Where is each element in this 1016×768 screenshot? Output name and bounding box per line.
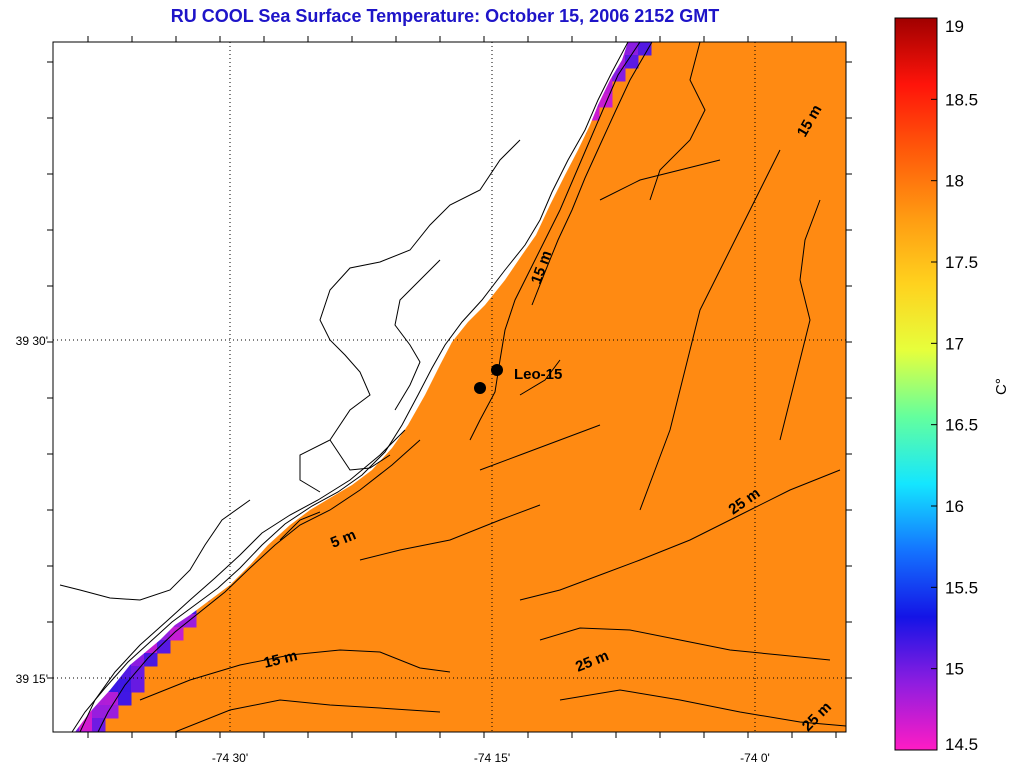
station-marker (474, 382, 486, 394)
station-marker (491, 364, 503, 376)
colorbar-tick-label: 16 (945, 497, 964, 516)
sst-cell (625, 55, 639, 69)
sst-cell (638, 42, 652, 56)
colorbar-tick-label: 18.5 (945, 90, 978, 109)
sst-cell (92, 705, 106, 719)
sst-cell (53, 731, 67, 732)
colorbar-tick-label: 19 (945, 17, 964, 36)
station-label: Leo-15 (514, 366, 562, 383)
map-frame (52, 41, 847, 733)
y-tick-label: 39 15' (16, 672, 48, 686)
colorbar-tick-label: 15 (945, 660, 964, 679)
sst-cell (170, 627, 184, 641)
colorbar-ticks: 19 18.5 18 17.5 17 16.5 16 15.5 15 14.5 (931, 17, 978, 754)
sst-cell (131, 679, 145, 693)
station-leo-15[interactable]: Leo-15 (474, 364, 562, 394)
sst-cell (79, 731, 93, 732)
sst-cell (144, 653, 158, 667)
sst-cell (157, 640, 171, 654)
sst-cell (105, 692, 119, 706)
colorbar-tick-label: 18 (945, 172, 964, 191)
colorbar-tick-label: 14.5 (945, 735, 978, 754)
x-tick-label: -74 30' (212, 751, 248, 765)
sst-cell (105, 705, 119, 719)
colorbar-tick-label: 15.5 (945, 578, 978, 597)
sst-cell (92, 718, 106, 732)
axis-labels: -74 30' -74 15' -74 0' 39 30' 39 15' (16, 334, 770, 765)
sst-cell (131, 666, 145, 680)
coastline-details (59, 42, 629, 732)
map-area: 5 m 15 m 15 m 15 m 25 m 25 m 25 m Leo-15 (53, 42, 846, 732)
x-tick-label: -74 15' (474, 751, 510, 765)
sst-cell (66, 731, 80, 732)
colorbar-tick-label: 17 (945, 334, 964, 353)
y-tick-label: 39 30' (16, 334, 48, 348)
sst-cell (118, 692, 132, 706)
bathymetry-contours (79, 42, 846, 732)
frame-ticks (47, 36, 852, 738)
colorbar: 19 18.5 18 17.5 17 16.5 16 15.5 15 14.5 (894, 17, 978, 754)
graticule (53, 42, 846, 732)
colorbar-bar (894, 17, 938, 751)
map-title: RU COOL Sea Surface Temperature: October… (170, 6, 720, 26)
colorbar-unit-label: C° (993, 378, 1010, 395)
x-tick-label: -74 0' (740, 751, 770, 765)
sst-cell (599, 94, 613, 108)
sst-cell (625, 42, 639, 56)
colorbar-tick-label: 17.5 (945, 253, 978, 272)
colorbar-tick-label: 16.5 (945, 416, 978, 435)
